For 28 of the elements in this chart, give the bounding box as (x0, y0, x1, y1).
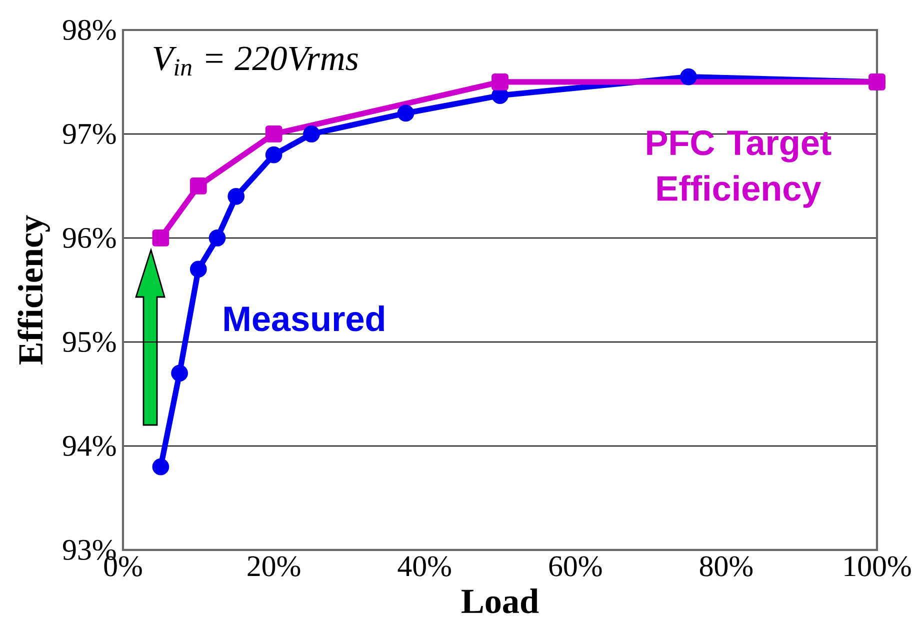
point (171, 364, 188, 382)
x-tick-label: 100% (844, 556, 911, 576)
point (265, 146, 282, 164)
annotation: V$_{in}$ = 220Vrms (154, 46, 358, 76)
y-axis-title: Efficiency (18, 215, 50, 365)
point (265, 126, 282, 142)
point (492, 74, 508, 90)
point (190, 178, 207, 194)
x-tick-label: 60% (549, 556, 602, 576)
x-tick-label: 40% (398, 556, 451, 576)
point (397, 104, 414, 122)
x-axis-title: Load (462, 588, 539, 614)
y-tick-label: 96% (62, 228, 116, 248)
y-tick-label: 97% (62, 124, 116, 144)
point (208, 230, 226, 246)
y-tick-label: 94% (62, 436, 116, 456)
y-tick-label: 98% (62, 20, 116, 40)
point (680, 68, 697, 86)
x-tick-label: 80% (700, 556, 753, 576)
series-label: Measured (224, 305, 384, 332)
point (190, 260, 207, 278)
point (228, 188, 245, 205)
point (303, 126, 320, 142)
point (152, 230, 170, 246)
x-tick-label: 20% (248, 556, 300, 576)
y-tick-label: 95% (62, 332, 116, 352)
series-label: PFC Target Efficiency (647, 130, 832, 208)
point (152, 458, 170, 476)
